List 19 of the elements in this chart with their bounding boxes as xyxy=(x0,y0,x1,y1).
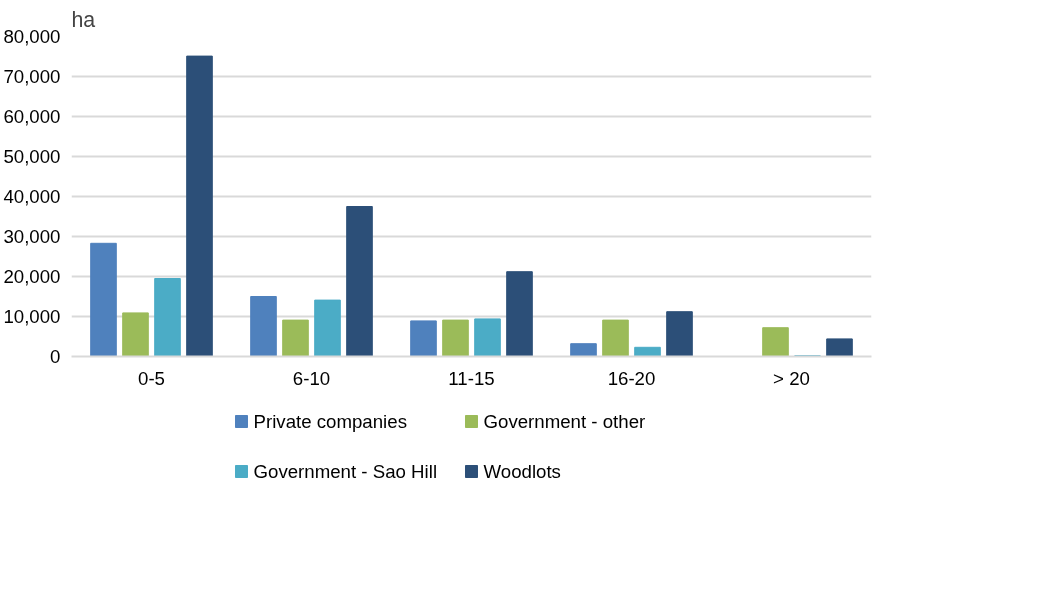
y-tick-label: 50,000 xyxy=(3,146,61,167)
y-tick-label: 40,000 xyxy=(3,186,61,207)
y-tick-label: 0 xyxy=(50,346,61,367)
x-tick-label: 11-15 xyxy=(448,367,495,389)
y-tick-label: 70,000 xyxy=(3,66,61,87)
legend-label: Woodlots xyxy=(483,461,561,482)
x-tick-label: 16-20 xyxy=(607,367,656,389)
legend-label: Government - Sao Hill xyxy=(253,461,438,482)
legend-label: Private companies xyxy=(253,411,407,432)
y-tick-label: 60,000 xyxy=(3,106,61,127)
y-axis-title: ha xyxy=(71,7,96,32)
x-tick-label: 0-5 xyxy=(138,367,165,389)
y-tick-label: 20,000 xyxy=(3,266,61,287)
legend-label: Government - other xyxy=(483,411,646,432)
x-tick-label: 6-10 xyxy=(292,367,331,389)
y-tick-label: 10,000 xyxy=(3,306,61,327)
x-tick-label: > 20 xyxy=(773,367,810,389)
y-tick-label: 80,000 xyxy=(3,26,61,47)
y-tick-label: 30,000 xyxy=(3,226,61,247)
